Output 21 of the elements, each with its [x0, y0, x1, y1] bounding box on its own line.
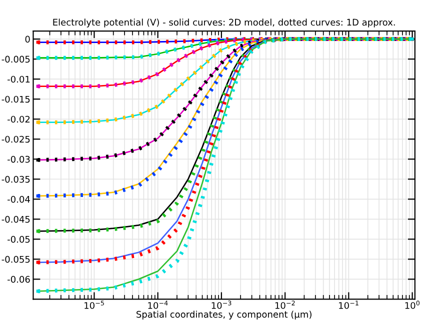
y-tick-label: -0.03 [8, 156, 30, 163]
y-tick-label: -0.055 [2, 256, 30, 263]
y-tick-label: -0.02 [8, 116, 30, 123]
chart-title: Electrolyte potential (V) - solid curves: 2D model, dotted curves: 1D approx. [53, 18, 395, 28]
x-tick-label: 10$^{−5}$ [84, 300, 104, 309]
y-tick-label: -0.025 [2, 136, 30, 143]
x-tick-label: 10$^{−1}$ [339, 300, 358, 309]
x-tick-label: 10$^{−4}$ [148, 300, 168, 309]
x-tick-label: 10$^{−2}$ [275, 300, 295, 309]
x-axis-title: Spatial coordinates, y component (µm) [136, 310, 312, 320]
y-tick-label: -0.04 [8, 196, 30, 203]
y-tick-label: -0.05 [8, 236, 30, 243]
y-tick-label: -0.005 [2, 56, 30, 63]
y-tick-label: -0.01 [8, 76, 30, 83]
x-tick-label: 10$^{0}$ [405, 300, 420, 309]
y-tick-label: -0.035 [2, 176, 30, 183]
y-tick-label: 0 [25, 36, 30, 43]
y-tick-label: -0.045 [2, 216, 30, 223]
y-tick-label: -0.06 [8, 276, 30, 283]
y-tick-label: -0.015 [2, 96, 30, 103]
x-tick-label: 10$^{−3}$ [212, 300, 232, 309]
